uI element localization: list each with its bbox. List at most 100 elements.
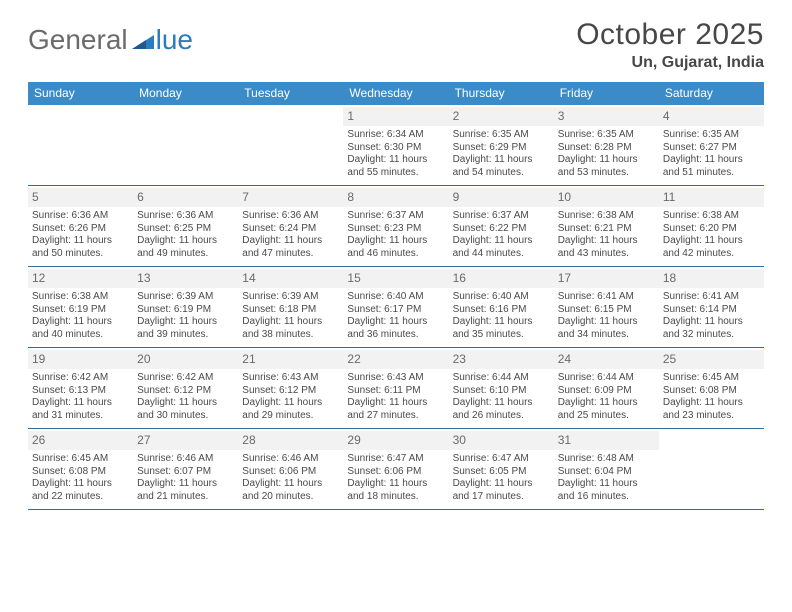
day-cell: 23Sunrise: 6:44 AMSunset: 6:10 PMDayligh… — [449, 348, 554, 428]
daylight-line-1: Daylight: 11 hours — [242, 397, 339, 410]
daylight-line-1: Daylight: 11 hours — [663, 154, 760, 167]
daylight-line-2: and 46 minutes. — [347, 248, 444, 261]
day-cell — [238, 105, 343, 185]
day-cell: 31Sunrise: 6:48 AMSunset: 6:04 PMDayligh… — [554, 429, 659, 509]
daylight-line-1: Daylight: 11 hours — [558, 235, 655, 248]
day-cell: 7Sunrise: 6:36 AMSunset: 6:24 PMDaylight… — [238, 186, 343, 266]
sunset-line: Sunset: 6:25 PM — [137, 223, 234, 236]
sunset-line: Sunset: 6:14 PM — [663, 304, 760, 317]
daylight-line-1: Daylight: 11 hours — [453, 154, 550, 167]
sunrise-line: Sunrise: 6:36 AM — [242, 210, 339, 223]
sunset-line: Sunset: 6:07 PM — [137, 466, 234, 479]
day-cell: 27Sunrise: 6:46 AMSunset: 6:07 PMDayligh… — [133, 429, 238, 509]
sunset-line: Sunset: 6:30 PM — [347, 142, 444, 155]
daylight-line-1: Daylight: 11 hours — [558, 316, 655, 329]
day-number: 26 — [28, 431, 133, 450]
daylight-line-1: Daylight: 11 hours — [558, 154, 655, 167]
daylight-line-1: Daylight: 11 hours — [663, 397, 760, 410]
sunrise-line: Sunrise: 6:39 AM — [137, 291, 234, 304]
daylight-line-2: and 35 minutes. — [453, 329, 550, 342]
sunset-line: Sunset: 6:08 PM — [32, 466, 129, 479]
day-number: 11 — [659, 188, 764, 207]
daylight-line-1: Daylight: 11 hours — [32, 316, 129, 329]
day-number: 27 — [133, 431, 238, 450]
daylight-line-2: and 31 minutes. — [32, 410, 129, 423]
sunrise-line: Sunrise: 6:34 AM — [347, 129, 444, 142]
day-number: 30 — [449, 431, 554, 450]
day-number: 6 — [133, 188, 238, 207]
day-number: 7 — [238, 188, 343, 207]
daylight-line-1: Daylight: 11 hours — [242, 316, 339, 329]
day-number: 3 — [554, 107, 659, 126]
sunrise-line: Sunrise: 6:45 AM — [32, 453, 129, 466]
sunrise-line: Sunrise: 6:36 AM — [32, 210, 129, 223]
day-cell: 5Sunrise: 6:36 AMSunset: 6:26 PMDaylight… — [28, 186, 133, 266]
day-cell: 24Sunrise: 6:44 AMSunset: 6:09 PMDayligh… — [554, 348, 659, 428]
day-cell: 26Sunrise: 6:45 AMSunset: 6:08 PMDayligh… — [28, 429, 133, 509]
daylight-line-1: Daylight: 11 hours — [558, 397, 655, 410]
sunset-line: Sunset: 6:06 PM — [347, 466, 444, 479]
day-cell: 19Sunrise: 6:42 AMSunset: 6:13 PMDayligh… — [28, 348, 133, 428]
daylight-line-2: and 30 minutes. — [137, 410, 234, 423]
sunrise-line: Sunrise: 6:36 AM — [137, 210, 234, 223]
sunrise-line: Sunrise: 6:38 AM — [663, 210, 760, 223]
dow-friday: Friday — [554, 82, 659, 105]
sunrise-line: Sunrise: 6:40 AM — [453, 291, 550, 304]
dow-saturday: Saturday — [659, 82, 764, 105]
sunrise-line: Sunrise: 6:43 AM — [347, 372, 444, 385]
day-number: 28 — [238, 431, 343, 450]
sunset-line: Sunset: 6:17 PM — [347, 304, 444, 317]
daylight-line-2: and 40 minutes. — [32, 329, 129, 342]
day-cell: 28Sunrise: 6:46 AMSunset: 6:06 PMDayligh… — [238, 429, 343, 509]
sunset-line: Sunset: 6:05 PM — [453, 466, 550, 479]
brand-triangle-icon — [132, 24, 154, 56]
day-cell: 18Sunrise: 6:41 AMSunset: 6:14 PMDayligh… — [659, 267, 764, 347]
sunrise-line: Sunrise: 6:37 AM — [453, 210, 550, 223]
day-cell: 10Sunrise: 6:38 AMSunset: 6:21 PMDayligh… — [554, 186, 659, 266]
daylight-line-2: and 18 minutes. — [347, 491, 444, 504]
daylight-line-2: and 22 minutes. — [32, 491, 129, 504]
dow-monday: Monday — [133, 82, 238, 105]
daylight-line-1: Daylight: 11 hours — [347, 316, 444, 329]
day-cell: 4Sunrise: 6:35 AMSunset: 6:27 PMDaylight… — [659, 105, 764, 185]
day-number: 25 — [659, 350, 764, 369]
day-cell: 1Sunrise: 6:34 AMSunset: 6:30 PMDaylight… — [343, 105, 448, 185]
sunset-line: Sunset: 6:11 PM — [347, 385, 444, 398]
day-cell: 11Sunrise: 6:38 AMSunset: 6:20 PMDayligh… — [659, 186, 764, 266]
daylight-line-2: and 50 minutes. — [32, 248, 129, 261]
day-cell: 3Sunrise: 6:35 AMSunset: 6:28 PMDaylight… — [554, 105, 659, 185]
sunrise-line: Sunrise: 6:42 AM — [137, 372, 234, 385]
daylight-line-2: and 21 minutes. — [137, 491, 234, 504]
sunrise-line: Sunrise: 6:48 AM — [558, 453, 655, 466]
day-number: 4 — [659, 107, 764, 126]
sunset-line: Sunset: 6:06 PM — [242, 466, 339, 479]
brand-text-1: General — [28, 24, 128, 56]
day-cell: 25Sunrise: 6:45 AMSunset: 6:08 PMDayligh… — [659, 348, 764, 428]
sunrise-line: Sunrise: 6:37 AM — [347, 210, 444, 223]
day-number: 5 — [28, 188, 133, 207]
daylight-line-2: and 43 minutes. — [558, 248, 655, 261]
daylight-line-2: and 39 minutes. — [137, 329, 234, 342]
sunrise-line: Sunrise: 6:43 AM — [242, 372, 339, 385]
day-cell: 15Sunrise: 6:40 AMSunset: 6:17 PMDayligh… — [343, 267, 448, 347]
day-number: 9 — [449, 188, 554, 207]
sunset-line: Sunset: 6:15 PM — [558, 304, 655, 317]
daylight-line-2: and 53 minutes. — [558, 167, 655, 180]
daylight-line-1: Daylight: 11 hours — [32, 235, 129, 248]
sunrise-line: Sunrise: 6:47 AM — [453, 453, 550, 466]
sunset-line: Sunset: 6:12 PM — [137, 385, 234, 398]
day-number: 23 — [449, 350, 554, 369]
day-cell — [133, 105, 238, 185]
week-row: 1 Sunrise: 6:34 AMSunset: 6:30 PM Daylight… — [28, 105, 764, 186]
sunset-line: Sunset: 6:04 PM — [558, 466, 655, 479]
dow-thursday: Thursday — [449, 82, 554, 105]
daylight-line-1: Daylight: 11 hours — [32, 397, 129, 410]
day-cell — [659, 429, 764, 509]
day-number: 24 — [554, 350, 659, 369]
day-number: 15 — [343, 269, 448, 288]
daylight-line-1: Daylight: 11 hours — [663, 235, 760, 248]
daylight-line-2: and 51 minutes. — [663, 167, 760, 180]
daylight-line-2: and 20 minutes. — [242, 491, 339, 504]
daylight-line-2: and 26 minutes. — [453, 410, 550, 423]
day-number: 1 — [343, 107, 448, 126]
